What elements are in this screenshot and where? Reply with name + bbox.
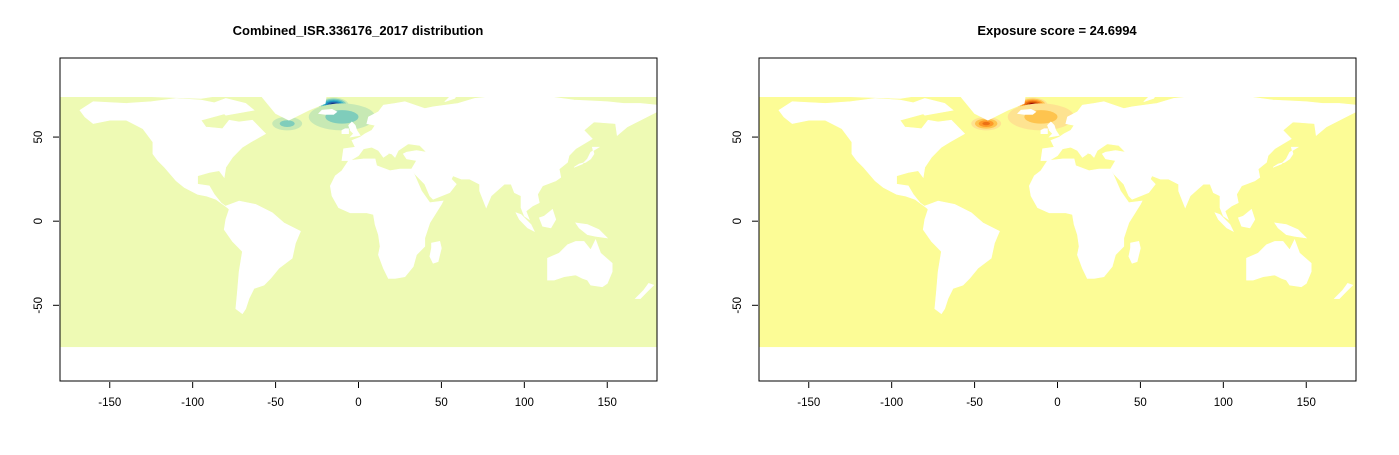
chart-title: Combined_ISR.336176_2017 distribution xyxy=(233,23,484,38)
land-uk xyxy=(348,121,361,138)
y-tick-label: 0 xyxy=(33,218,45,224)
land-south-america xyxy=(922,200,1000,315)
y-axis: -50 0 50 xyxy=(33,131,59,314)
land-borneo xyxy=(538,208,557,229)
distribution-map-panel: Combined_ISR.336176_2017 distribution -1… xyxy=(33,23,658,409)
x-tick-label: 50 xyxy=(435,397,448,409)
land-iceland xyxy=(1017,108,1037,115)
map-area xyxy=(60,58,657,381)
y-tick-label: 0 xyxy=(732,218,744,224)
land-ireland xyxy=(341,128,349,134)
x-tick-label: -150 xyxy=(98,397,121,409)
hotspot-cell xyxy=(982,121,990,126)
land-uk xyxy=(1047,121,1060,138)
x-tick-label: -100 xyxy=(181,397,204,409)
y-tick-label: 50 xyxy=(732,131,744,144)
land-australia xyxy=(547,238,613,288)
hotspot-cell xyxy=(279,120,295,127)
land-baffin xyxy=(911,98,954,116)
land-antarctica xyxy=(60,347,657,381)
y-tick-label: -50 xyxy=(732,297,744,314)
x-tick-label: -50 xyxy=(267,397,284,409)
y-tick-label: -50 xyxy=(33,297,45,314)
x-tick-label: -150 xyxy=(797,397,820,409)
land-madagascar xyxy=(1128,241,1141,264)
land-masses xyxy=(60,58,657,381)
land-iceland xyxy=(318,108,338,115)
land-scandinavia-gap xyxy=(1073,109,1105,128)
x-tick-label: -100 xyxy=(880,397,903,409)
land-japan xyxy=(1272,146,1300,168)
land-new-guinea xyxy=(1274,222,1308,239)
land-japan xyxy=(573,146,601,168)
land-south-america xyxy=(223,200,301,315)
land-scandinavia-gap xyxy=(374,109,406,128)
land-masses xyxy=(759,58,1356,381)
land-eurasia xyxy=(341,89,657,221)
y-axis: -50 0 50 xyxy=(732,131,758,314)
land-arctic-cap xyxy=(759,58,1356,97)
land-australia xyxy=(1246,238,1312,288)
x-tick-label: 50 xyxy=(1134,397,1147,409)
x-axis: -150 -100 -50 0 50 100 150 xyxy=(797,382,1316,409)
land-eurasia xyxy=(1040,89,1356,221)
y-tick-label: 50 xyxy=(33,131,45,144)
land-arctic-cap xyxy=(60,58,657,97)
x-tick-label: 100 xyxy=(515,397,534,409)
x-tick-label: 150 xyxy=(598,397,617,409)
x-tick-label: 0 xyxy=(1054,397,1060,409)
x-tick-label: -50 xyxy=(966,397,983,409)
land-baffin xyxy=(212,98,255,116)
x-tick-label: 150 xyxy=(1297,397,1316,409)
land-antarctica xyxy=(759,347,1356,381)
exposure-map-panel: Exposure score = 24.6994 -150 -100 -50 0 50 1… xyxy=(732,23,1357,409)
chart-title: Exposure score = 24.6994 xyxy=(977,23,1137,38)
land-ireland xyxy=(1040,128,1048,134)
land-africa xyxy=(1028,158,1143,279)
land-borneo xyxy=(1237,208,1256,229)
land-new-zealand xyxy=(634,283,655,299)
land-new-zealand xyxy=(1333,283,1354,299)
land-africa xyxy=(329,158,444,279)
land-sumatra xyxy=(515,212,535,232)
x-tick-label: 100 xyxy=(1214,397,1233,409)
map-area xyxy=(759,58,1356,381)
land-madagascar xyxy=(429,241,442,264)
x-tick-label: 0 xyxy=(355,397,361,409)
plot-frame xyxy=(758,57,1357,382)
x-axis: -150 -100 -50 0 50 100 150 xyxy=(98,382,617,409)
land-new-guinea xyxy=(575,222,609,239)
plot-frame xyxy=(59,57,658,382)
land-sumatra xyxy=(1214,212,1234,232)
